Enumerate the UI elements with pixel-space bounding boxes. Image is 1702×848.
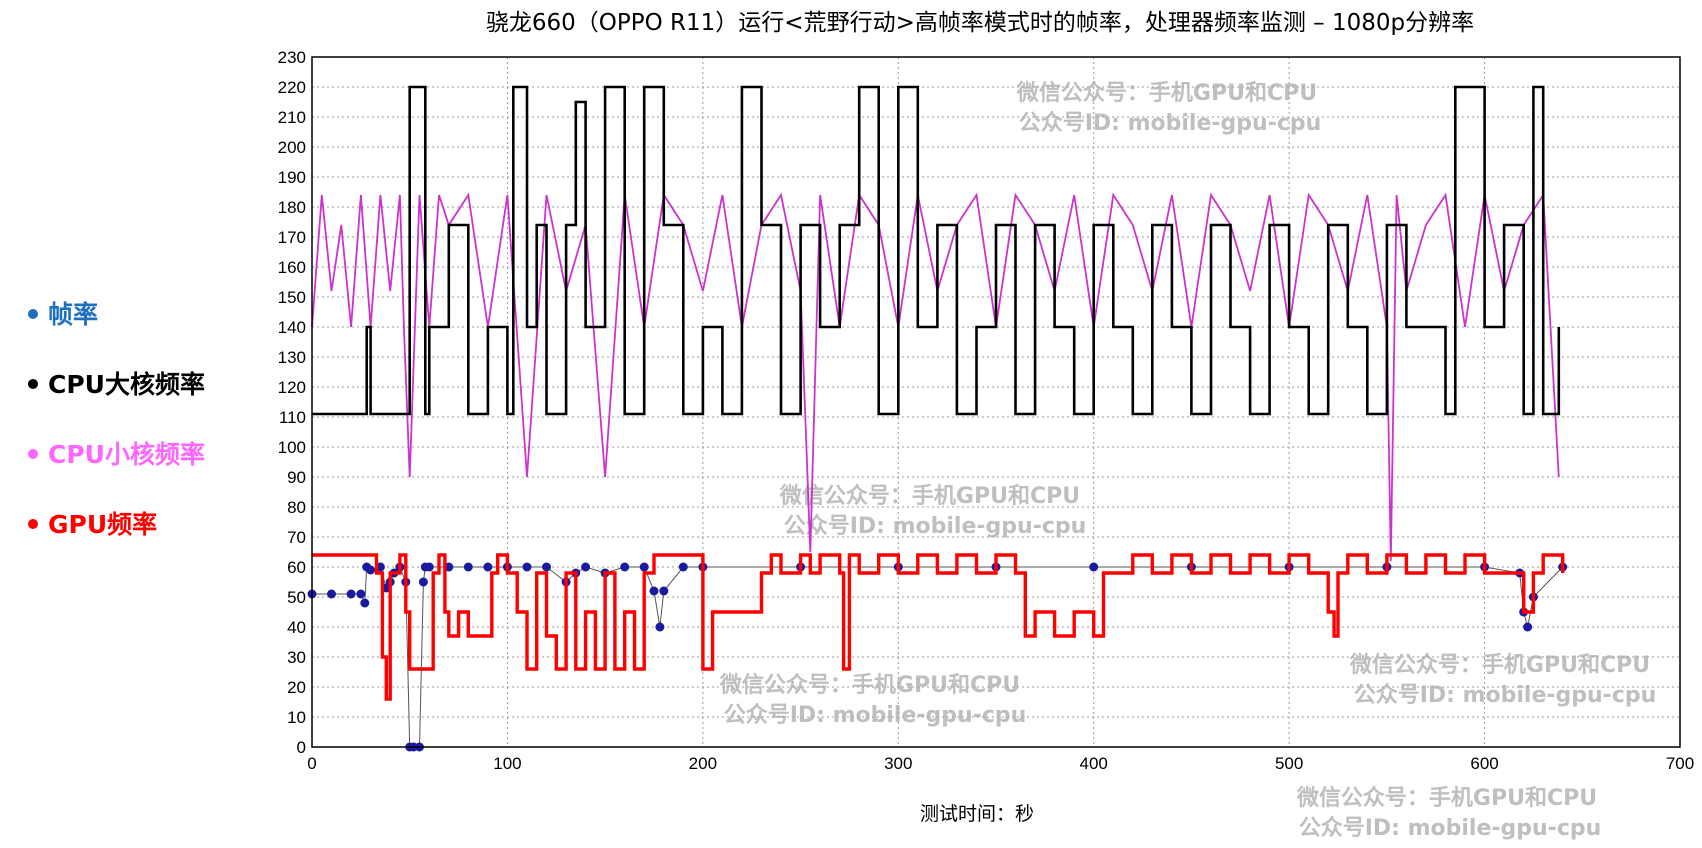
y-tick-label: 20 <box>287 678 306 697</box>
y-tick-label: 120 <box>278 378 306 397</box>
x-tick-label: 100 <box>493 754 521 773</box>
fps-point <box>655 622 665 632</box>
watermark-3-line1: 微信公众号：手机GPU和CPU <box>719 672 1020 698</box>
y-tick-label: 140 <box>278 318 306 337</box>
fps-point <box>356 589 366 599</box>
fps-point <box>360 598 370 608</box>
grid <box>311 56 1681 748</box>
legend-marker-cpu-big <box>28 379 38 389</box>
legend-item-fps: 帧率 <box>28 300 98 329</box>
fps-point <box>463 562 473 572</box>
y-tick-label: 80 <box>287 498 306 517</box>
fps-point <box>1089 562 1099 572</box>
y-tick-label: 110 <box>279 408 306 427</box>
y-tick-label: 170 <box>278 228 306 247</box>
series-layer <box>307 85 1568 752</box>
y-tick-label: 50 <box>287 588 306 607</box>
fps-point <box>639 562 649 572</box>
y-tick-label: 10 <box>287 708 306 727</box>
legend-item-cpu-little: CPU小核频率 <box>28 440 205 469</box>
fps-point <box>483 562 493 572</box>
fps-point <box>327 589 336 599</box>
y-tick-label: 30 <box>287 648 306 667</box>
fps-point <box>542 562 551 572</box>
y-tick-label: 230 <box>278 48 306 67</box>
watermarks: 微信公众号：手机GPU和CPU 公众号ID: mobile-gpu-cpu 微信… <box>719 80 1656 841</box>
legend-label-cpu-little: CPU小核频率 <box>48 440 205 469</box>
fps-point <box>1523 622 1533 632</box>
series-line-gpu <box>312 553 1565 701</box>
watermark-2-line2: 公众号ID: mobile-gpu-cpu <box>784 514 1087 539</box>
y-tick-label: 40 <box>287 618 306 637</box>
fps-point <box>522 562 532 572</box>
y-tick-label: 130 <box>278 348 306 367</box>
fps-point <box>418 577 428 587</box>
watermark-5-line1: 微信公众号：手机GPU和CPU <box>1296 785 1597 811</box>
fps-point <box>649 586 659 596</box>
watermark-5-line2: 公众号ID: mobile-gpu-cpu <box>1299 816 1602 841</box>
chart-title: 骁龙660（OPPO R11）运行<荒野行动>高帧率模式时的帧率，处理器频率监测… <box>486 10 1474 36</box>
y-tick-label: 70 <box>287 528 306 547</box>
y-tick-label: 90 <box>287 468 306 487</box>
series-line-cpu-big <box>312 85 1561 416</box>
watermark-4-line1: 微信公众号：手机GPU和CPU <box>1349 652 1650 678</box>
x-tick-label: 700 <box>1666 754 1694 773</box>
watermark-4-line2: 公众号ID: mobile-gpu-cpu <box>1354 683 1657 708</box>
fps-point <box>366 565 376 575</box>
legend: 帧率 CPU大核频率 CPU小核频率 GPU频率 <box>28 300 205 539</box>
fps-point <box>678 562 688 572</box>
y-tick-label: 150 <box>278 288 306 307</box>
y-tick-label: 0 <box>297 738 306 757</box>
y-tick-label: 210 <box>278 108 306 127</box>
legend-label-cpu-big: CPU大核频率 <box>48 370 205 399</box>
watermark-2-line1: 微信公众号：手机GPU和CPU <box>779 483 1080 509</box>
y-tick-label: 100 <box>278 438 306 457</box>
x-tick-label: 400 <box>1080 754 1108 773</box>
x-tick-label: 200 <box>689 754 717 773</box>
y-tick-label: 190 <box>278 168 306 187</box>
legend-marker-cpu-little <box>28 449 38 459</box>
fps-point <box>620 562 630 572</box>
watermark-1-line2: 公众号ID: mobile-gpu-cpu <box>1019 111 1322 136</box>
legend-item-gpu: GPU频率 <box>28 510 157 539</box>
legend-item-cpu-big: CPU大核频率 <box>28 370 205 399</box>
y-tick-label: 60 <box>287 558 306 577</box>
x-tick-label: 0 <box>307 754 316 773</box>
watermark-1-line1: 微信公众号：手机GPU和CPU <box>1016 80 1317 106</box>
fps-point <box>424 562 434 572</box>
x-axis-label: 测试时间：秒 <box>920 803 1034 825</box>
legend-marker-gpu <box>28 519 38 529</box>
legend-label-gpu: GPU频率 <box>48 510 157 539</box>
fps-point <box>346 589 356 599</box>
legend-marker-fps <box>28 309 38 319</box>
ticks: 0 10 20 30 40 50 60 70 80 90 100 110 120 130 140 150 160… <box>278 48 1695 773</box>
legend-label-fps: 帧率 <box>48 300 98 329</box>
plot-frame <box>311 56 1681 748</box>
watermark-3-line2: 公众号ID: mobile-gpu-cpu <box>724 703 1027 728</box>
y-tick-label: 180 <box>278 198 306 217</box>
fps-point <box>659 586 669 596</box>
y-tick-label: 200 <box>278 138 306 157</box>
x-tick-label: 300 <box>884 754 912 773</box>
x-tick-label: 500 <box>1275 754 1303 773</box>
x-tick-label: 600 <box>1470 754 1498 773</box>
fps-point <box>581 562 591 572</box>
y-tick-label: 160 <box>278 258 306 277</box>
y-tick-label: 220 <box>278 78 306 97</box>
